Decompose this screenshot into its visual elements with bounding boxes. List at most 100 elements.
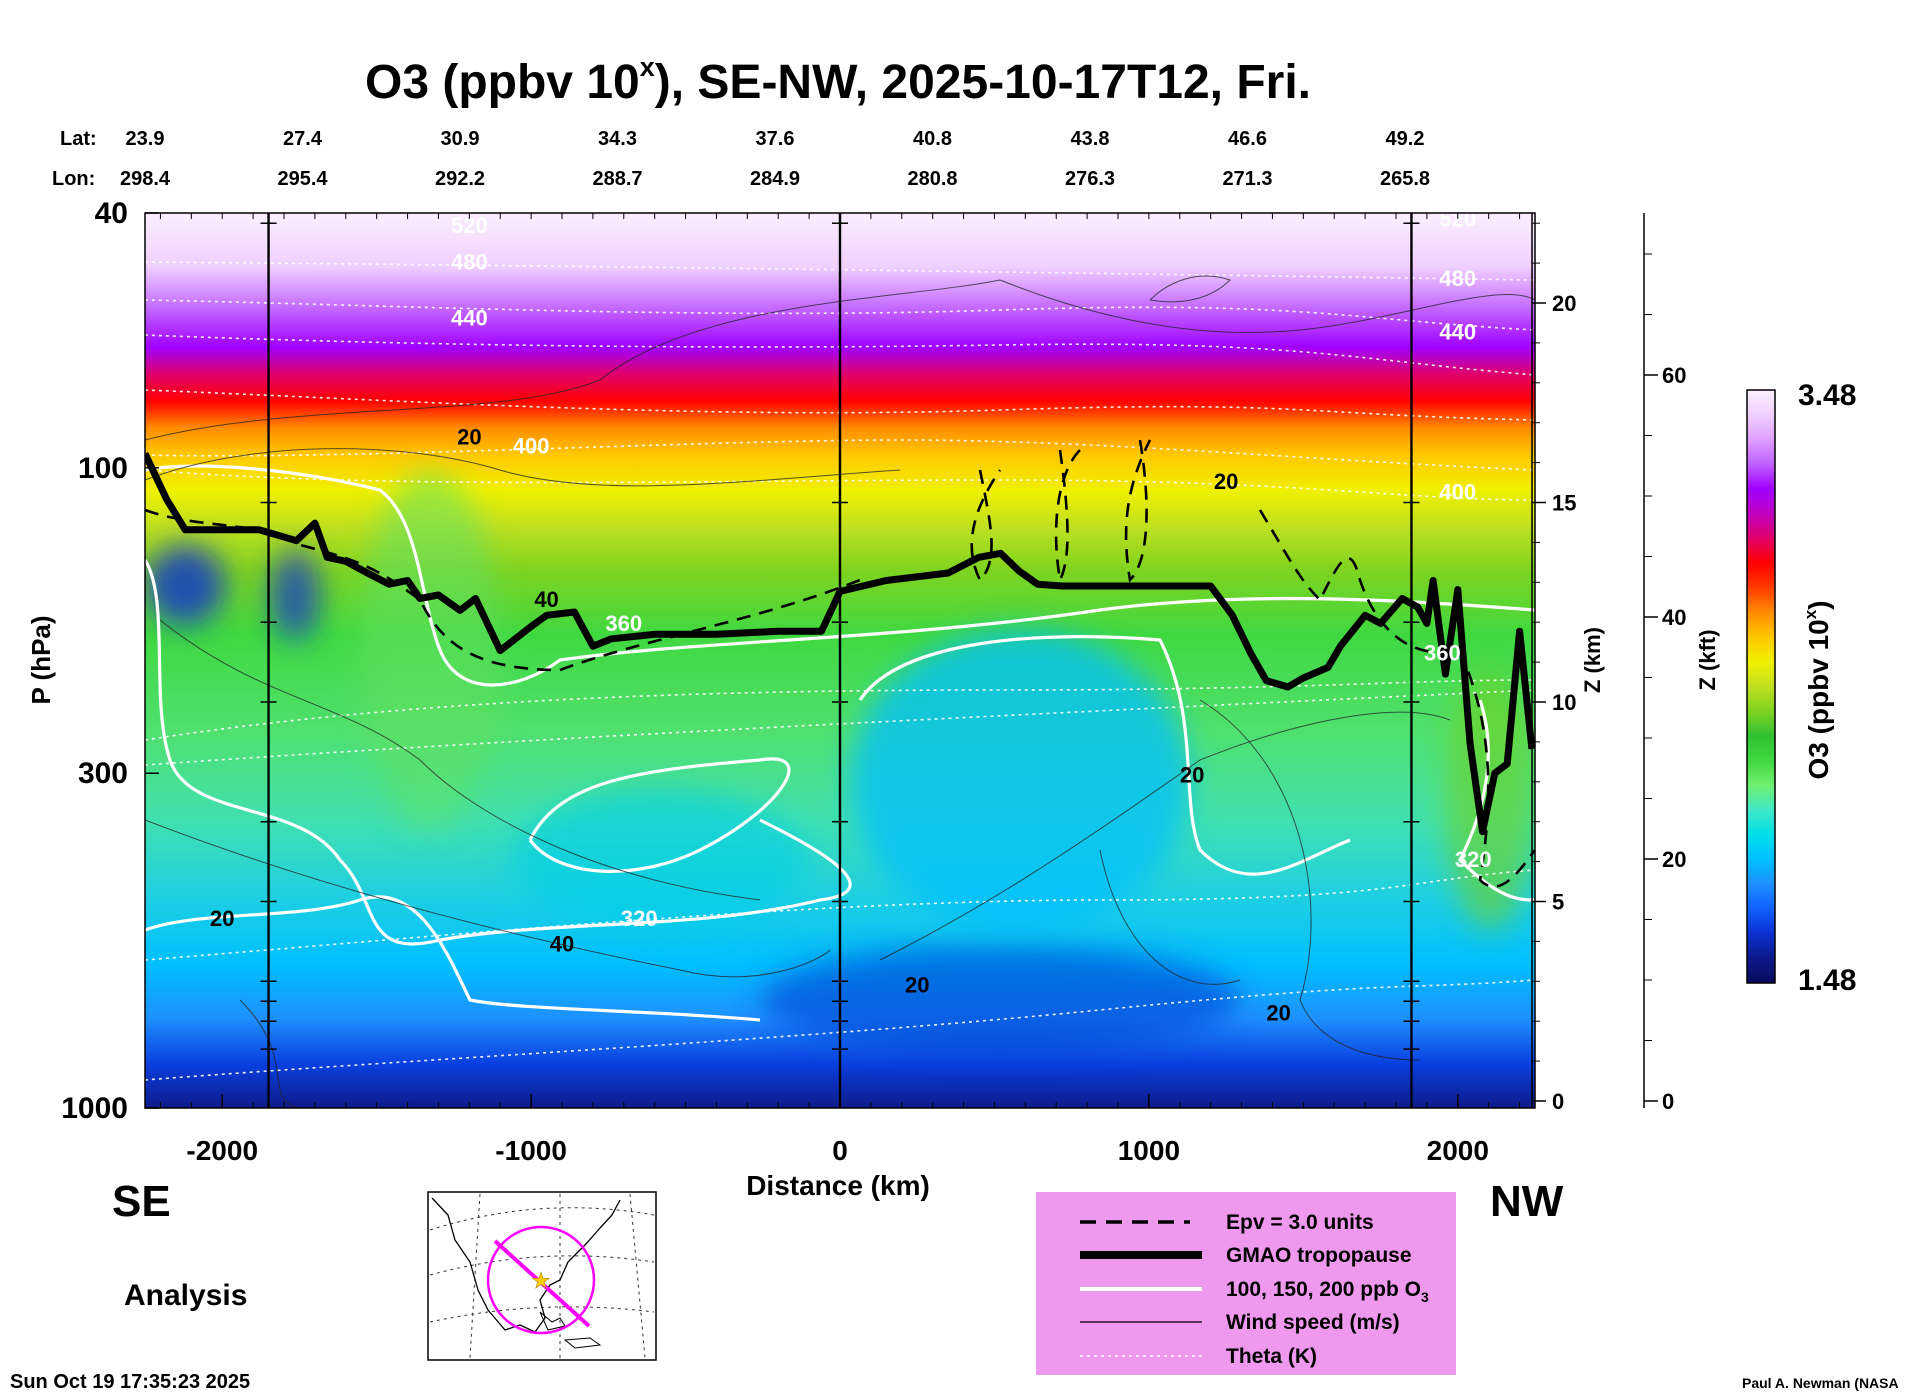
epv-contour <box>1258 509 1535 888</box>
z-km-tick-label: 0 <box>1552 1089 1564 1114</box>
theta-contour <box>145 334 1535 376</box>
theta-label: 480 <box>451 249 488 274</box>
track-lat-label: 37.6 <box>756 128 795 150</box>
theta-contour <box>145 869 1535 961</box>
z-km-tick-label: 10 <box>1552 690 1576 715</box>
track-lon-label: 292.2 <box>435 168 485 190</box>
lower-tropo-low-ozone-blob <box>760 945 1240 1055</box>
theta-label: 360 <box>605 611 642 636</box>
colorbar-max-label: 3.48 <box>1798 379 1856 412</box>
wind-label: 20 <box>457 425 481 450</box>
analysis-label: Analysis <box>124 1279 247 1312</box>
theta-contour <box>145 679 1535 741</box>
z-kft-tick-label: 60 <box>1662 363 1686 388</box>
theta-contour <box>145 979 1535 1081</box>
track-lon-label: 288.7 <box>592 168 642 190</box>
axes-ticks: -2000 -1000 0 1000 2000 40 100 300 1000 0 5 10 15 20 0… <box>61 197 1686 1166</box>
z-kft-tick-label: 40 <box>1662 605 1686 630</box>
legend-label-wind: Wind speed (m/s) <box>1226 1311 1400 1334</box>
x-tick-label: 1000 <box>1118 1135 1180 1166</box>
lat-header-label: Lat: <box>60 128 97 150</box>
ozone-ppb-contour <box>528 757 791 873</box>
track-lon-label: 284.9 <box>750 168 800 190</box>
track-lat-label: 30.9 <box>441 128 480 150</box>
chart-title: O3 (ppbv 10x), SE-NW, 2025-10-17T12, Fri… <box>365 52 1311 109</box>
x-tick-label: 2000 <box>1427 1135 1489 1166</box>
plot-area: 4004404805203603204404805204003603202040… <box>61 197 1686 1166</box>
p-tick-label: 40 <box>95 197 128 230</box>
track-lat-label: 34.3 <box>598 128 637 150</box>
x-tick-label: -1000 <box>495 1135 567 1166</box>
coastline <box>431 1197 621 1333</box>
epv-contour <box>970 439 1152 585</box>
theta-contour <box>145 689 1535 766</box>
track-lon-label: 276.3 <box>1065 168 1115 190</box>
theta-label: 360 <box>1424 641 1461 666</box>
colorbar-title: O3 (ppbv 10x) <box>1801 600 1834 779</box>
y-axis-title: P (hPa) <box>26 615 56 704</box>
contour-labels: 4004404805203603204404805204003603202040… <box>210 207 1492 1026</box>
theta-label: 520 <box>1439 207 1476 232</box>
wind-speed-contour <box>145 448 901 487</box>
x-tick-label: -2000 <box>186 1135 258 1166</box>
z-km-tick-label: 20 <box>1552 291 1576 316</box>
ozone-ppb-contour <box>145 895 761 1022</box>
theta-label: 400 <box>1439 479 1476 504</box>
timestamp-label: Sun Oct 19 17:35:23 2025 <box>10 1371 250 1393</box>
low-ozone-pocket-se-2 <box>270 550 320 640</box>
wind-label: 20 <box>1214 469 1238 494</box>
tropopause-line <box>145 452 1535 836</box>
map-graticule <box>429 1193 655 1359</box>
track-lon-label: 298.4 <box>120 168 171 190</box>
track-lon-label: 295.4 <box>277 168 328 190</box>
transect-line <box>493 1239 591 1328</box>
wind-speed-contour <box>145 819 831 978</box>
locator-map-inset: ★ <box>427 1191 657 1361</box>
theta-label: 440 <box>1439 319 1476 344</box>
z-km-tick-label: 5 <box>1552 890 1564 915</box>
tropopause-layer <box>145 452 1535 836</box>
legend-label-ozone-contour: 100, 150, 200 ppb O3 <box>1226 1278 1429 1305</box>
theta-label: 320 <box>621 906 658 931</box>
legend: Epv = 3.0 units GMAO tropopause 100, 150… <box>1036 1192 1456 1375</box>
legend-label-epv: Epv = 3.0 units <box>1226 1211 1374 1234</box>
tropopause-fold-blob <box>360 470 500 830</box>
direction-se-label: SE <box>112 1177 171 1226</box>
wind-label: 40 <box>550 932 574 957</box>
track-lat-label: 40.8 <box>913 128 952 150</box>
wind-label: 40 <box>534 587 558 612</box>
track-lat-label: 49.2 <box>1386 128 1425 150</box>
wind-speed-contour <box>1149 275 1231 303</box>
colorbar: 3.48 1.48 O3 (ppbv 10x) <box>1746 379 1856 997</box>
wind-label: 20 <box>1266 1000 1290 1025</box>
theta-label: 440 <box>451 306 488 331</box>
z-kft-axis-title: Z (kft) <box>1695 629 1720 690</box>
theta-contour <box>145 261 1535 281</box>
z-km-tick-label: 15 <box>1552 491 1576 516</box>
wind-label: 20 <box>210 906 234 931</box>
track-lat-label: 46.6 <box>1228 128 1267 150</box>
wind-speed-contour <box>239 999 301 1108</box>
wind-label: 20 <box>1180 762 1204 787</box>
direction-nw-label: NW <box>1490 1177 1564 1226</box>
mid-tropo-low-ozone-blob <box>510 790 810 930</box>
track-lon-label: 280.8 <box>907 168 957 190</box>
p-tick-label: 100 <box>78 452 128 485</box>
track-vertical-lines <box>260 213 1420 1108</box>
ozone-ppb-contour <box>858 635 1351 876</box>
credit-label: Paul A. Newman (NASA <box>1742 1375 1899 1391</box>
p-tick-label: 300 <box>78 757 128 790</box>
ozone-ppb-contour <box>1458 699 1535 902</box>
track-lat-label: 43.8 <box>1071 128 1110 150</box>
track-lat-label: 23.9 <box>126 128 165 150</box>
florida-coast <box>539 1311 566 1331</box>
wind-speed-contour <box>879 711 1451 961</box>
wind-speed-contour <box>145 279 1535 441</box>
upper-tropo-low-ozone-blob <box>850 630 1190 930</box>
lon-header-label: Lon: <box>52 168 95 190</box>
center-star-icon: ★ <box>531 1268 551 1293</box>
p-tick-label: 1000 <box>61 1092 128 1125</box>
wind-speed-contour <box>1099 849 1241 985</box>
theta-label: 320 <box>1455 847 1492 872</box>
